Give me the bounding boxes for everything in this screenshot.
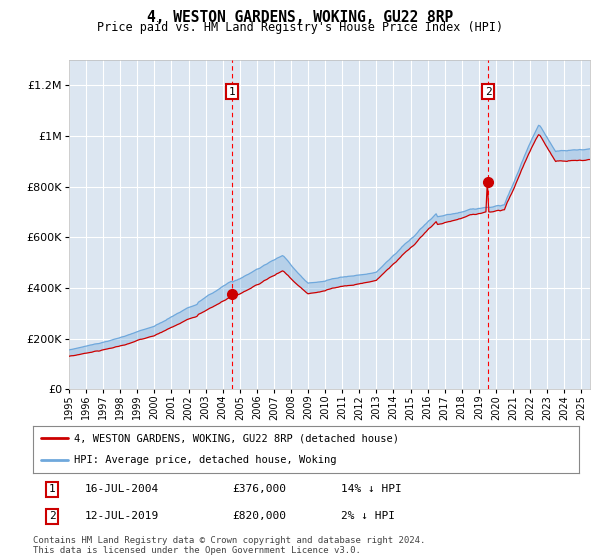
Text: 2: 2 — [485, 87, 491, 96]
Text: 14% ↓ HPI: 14% ↓ HPI — [341, 484, 402, 494]
Text: 12-JUL-2019: 12-JUL-2019 — [85, 511, 159, 521]
Text: Price paid vs. HM Land Registry's House Price Index (HPI): Price paid vs. HM Land Registry's House … — [97, 21, 503, 34]
Text: £376,000: £376,000 — [232, 484, 286, 494]
Text: 2% ↓ HPI: 2% ↓ HPI — [341, 511, 395, 521]
Text: 16-JUL-2004: 16-JUL-2004 — [85, 484, 159, 494]
Text: 4, WESTON GARDENS, WOKING, GU22 8RP: 4, WESTON GARDENS, WOKING, GU22 8RP — [147, 10, 453, 25]
Text: 4, WESTON GARDENS, WOKING, GU22 8RP (detached house): 4, WESTON GARDENS, WOKING, GU22 8RP (det… — [74, 433, 399, 444]
Text: 1: 1 — [49, 484, 55, 494]
Text: 1: 1 — [229, 87, 235, 96]
Text: Contains HM Land Registry data © Crown copyright and database right 2024.
This d: Contains HM Land Registry data © Crown c… — [33, 536, 425, 556]
Text: £820,000: £820,000 — [232, 511, 286, 521]
Text: HPI: Average price, detached house, Woking: HPI: Average price, detached house, Woki… — [74, 455, 337, 465]
Text: 2: 2 — [49, 511, 55, 521]
